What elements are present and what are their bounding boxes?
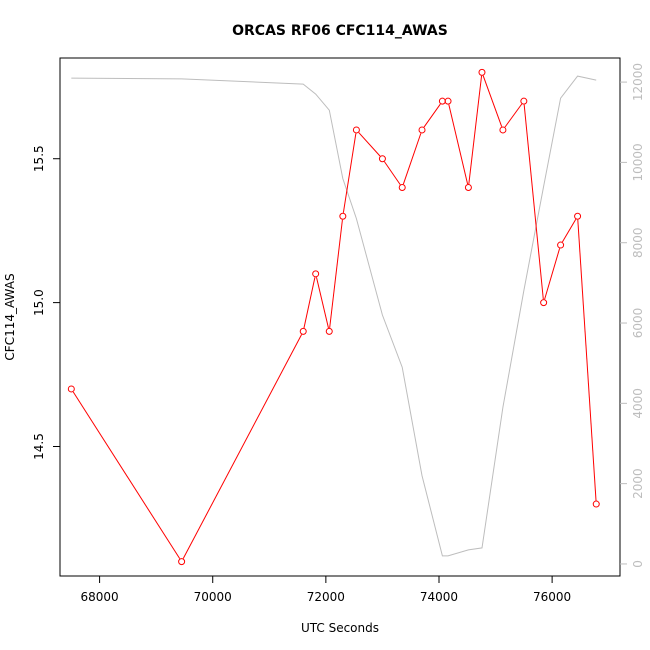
- y2-tick-label: 2000: [631, 468, 645, 499]
- series-line-segment: [561, 219, 577, 243]
- data-point: [398, 184, 406, 191]
- y2-tick-label: 4000: [631, 388, 645, 419]
- x-axis-label: UTC Seconds: [301, 621, 379, 635]
- data-point: [464, 184, 472, 191]
- series-line-segment: [482, 75, 503, 127]
- series-line-segment: [329, 219, 343, 328]
- y2-tick-label: 8000: [631, 227, 645, 258]
- series-line-segment: [182, 334, 303, 559]
- data-point: [352, 126, 360, 134]
- series-line-segment: [448, 104, 469, 185]
- data-point: [592, 500, 600, 508]
- y2-tick-label: 0: [631, 560, 645, 568]
- y-tick-label: 15.0: [32, 289, 46, 316]
- series-line-segment: [315, 277, 329, 329]
- data-point: [540, 299, 548, 307]
- data-point: [438, 97, 446, 105]
- data-point: [574, 212, 582, 220]
- x-tick-label: 74000: [420, 590, 458, 604]
- y-axis-label: CFC114_AWAS: [3, 273, 17, 360]
- chart-title: ORCAS RF06 CFC114_AWAS: [232, 23, 448, 39]
- series-line-segment: [72, 391, 181, 559]
- data-point: [325, 327, 333, 335]
- data-point: [178, 558, 186, 566]
- series-line-segment: [402, 133, 422, 185]
- series-line-segment: [577, 219, 597, 501]
- y-tick-label: 15.5: [32, 145, 46, 172]
- series-line-segment: [504, 103, 523, 128]
- y2-tick-label: 6000: [631, 308, 645, 339]
- data-point: [418, 126, 426, 134]
- data-point: [478, 68, 486, 76]
- altitude-series-line: [71, 75, 597, 557]
- y2-tick-label: 12000: [631, 63, 645, 101]
- plot-frame: [59, 57, 621, 577]
- series-layer: [67, 68, 600, 566]
- y-axis-right: 0 2000 4000 6000 8000 10000 12000: [620, 63, 645, 568]
- y-tick-label: 14.5: [32, 433, 46, 460]
- series-line-segment: [468, 75, 483, 185]
- series-line-segment: [342, 133, 357, 213]
- x-tick-label: 70000: [194, 590, 232, 604]
- data-point: [67, 385, 75, 393]
- data-point: [312, 270, 320, 278]
- x-tick-label: 76000: [533, 590, 571, 604]
- y2-tick-label: 10000: [631, 143, 645, 181]
- series-line-segment: [523, 104, 544, 300]
- data-point: [299, 327, 307, 335]
- data-point: [557, 241, 565, 249]
- x-axis: 68000 70000 72000 74000 76000: [81, 576, 571, 604]
- series-line-segment: [383, 161, 401, 185]
- series-line-segment: [303, 277, 316, 329]
- y-axis-left: 14.5 15.0 15.5: [32, 145, 60, 460]
- data-point: [339, 212, 347, 220]
- data-point: [520, 97, 528, 105]
- data-point: [378, 155, 386, 163]
- series-line-segment: [544, 248, 561, 300]
- data-point: [444, 97, 452, 105]
- series-line-segment: [423, 103, 441, 128]
- series-line-segment: [358, 132, 381, 157]
- x-tick-label: 72000: [307, 590, 345, 604]
- x-tick-label: 68000: [81, 590, 119, 604]
- data-point: [499, 126, 507, 134]
